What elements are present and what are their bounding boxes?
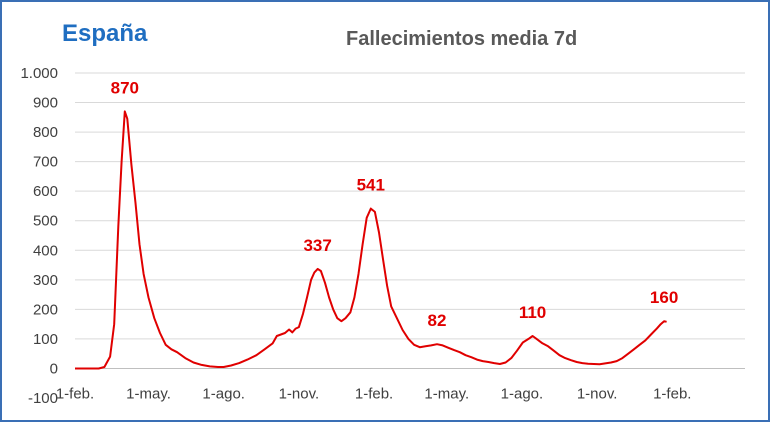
series-layer xyxy=(75,110,667,370)
y-tick-label: 200 xyxy=(33,301,58,318)
x-tick-label: 1-may. xyxy=(126,385,171,402)
y-tick-label: 800 xyxy=(33,124,58,141)
y-tick-label: 1.000 xyxy=(20,65,58,82)
y-tick-label: 0 xyxy=(50,360,58,377)
chart-title: Fallecimientos media 7d xyxy=(346,28,578,50)
peak-annotations: 870 337 541 82 110 160 xyxy=(111,78,679,330)
peak-label: 160 xyxy=(650,288,678,307)
x-tick-label: 1-ago. xyxy=(501,385,544,402)
y-tick-label: -100 xyxy=(28,390,58,407)
x-axis-ticks: 1-feb. 1-may. 1-ago. 1-nov. 1-feb. 1-may. 1-ag… xyxy=(56,385,692,402)
peak-label: 541 xyxy=(357,176,385,195)
peak-label: 82 xyxy=(428,311,447,330)
peak-label: 110 xyxy=(519,303,546,322)
deaths-series-line xyxy=(75,110,667,370)
x-tick-label: 1-ago. xyxy=(202,385,245,402)
x-tick-label: 1-nov. xyxy=(279,385,320,402)
peak-label: 870 xyxy=(111,78,139,97)
y-axis-ticks: -100 0 100 200 300 400 500 600 700 800 900 1.000 xyxy=(20,65,58,407)
y-tick-label: 500 xyxy=(33,213,58,230)
x-tick-label: 1-feb. xyxy=(355,385,393,402)
x-tick-label: 1-nov. xyxy=(577,385,618,402)
gridlines xyxy=(75,72,745,369)
y-tick-label: 900 xyxy=(33,95,58,112)
peak-label: 337 xyxy=(303,236,331,255)
x-tick-label: 1-may. xyxy=(424,385,469,402)
y-tick-label: 600 xyxy=(33,183,58,200)
y-tick-label: 700 xyxy=(33,154,58,171)
x-tick-label: 1-feb. xyxy=(653,385,691,402)
y-tick-label: 300 xyxy=(33,272,58,289)
country-label: España xyxy=(62,20,148,47)
y-tick-label: 400 xyxy=(33,242,58,259)
x-tick-label: 1-feb. xyxy=(56,385,94,402)
y-tick-label: 100 xyxy=(33,331,58,348)
